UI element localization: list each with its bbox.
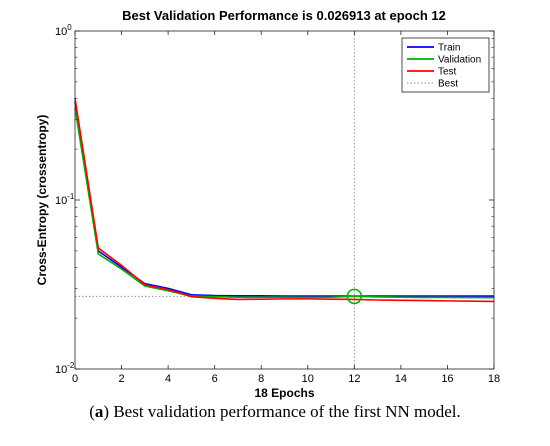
series-line-test (74, 98, 495, 303)
y-tick-label: 10-2 (55, 361, 75, 376)
best-lines (75, 31, 494, 369)
y-axis-ticks: 10-2 10-1 100 (55, 23, 494, 376)
series-group (74, 98, 495, 303)
x-axis-ticks: 0 2 4 6 8 10 12 14 16 18 (72, 31, 500, 385)
series-line-validation (74, 107, 495, 299)
x-tick-label: 2 (118, 373, 124, 385)
legend-label-train: Train (438, 43, 460, 54)
legend-label-validation: Validation (438, 55, 481, 66)
y-axis-label: Cross-Entropy (crossentropy) (35, 115, 49, 286)
chart-title: Best Validation Performance is 0.026913 … (122, 8, 446, 23)
x-tick-label: 8 (258, 373, 264, 385)
x-axis-label: 18 Epochs (254, 386, 314, 400)
x-tick-label: 6 (212, 373, 218, 385)
x-tick-label: 0 (72, 373, 78, 385)
y-tick-label: 10-1 (55, 192, 75, 207)
performance-plot: Best Validation Performance is 0.026913 … (35, 8, 500, 400)
x-tick-label: 10 (302, 373, 314, 385)
x-tick-label: 18 (488, 373, 500, 385)
x-tick-label: 16 (441, 373, 453, 385)
best-marker (346, 288, 363, 305)
caption-text: Best validation performance of the first… (109, 402, 461, 421)
y-tick-label: 100 (55, 23, 72, 38)
best-epoch-marker (346, 288, 363, 305)
legend-label-test: Test (438, 67, 457, 78)
legend-label-best: Best (438, 79, 458, 90)
figure-caption: (a) Best validation performance of the f… (89, 402, 461, 421)
x-tick-label: 14 (395, 373, 407, 385)
x-tick-label: 4 (165, 373, 171, 385)
x-tick-label: 12 (348, 373, 360, 385)
caption-label: a (94, 402, 104, 421)
